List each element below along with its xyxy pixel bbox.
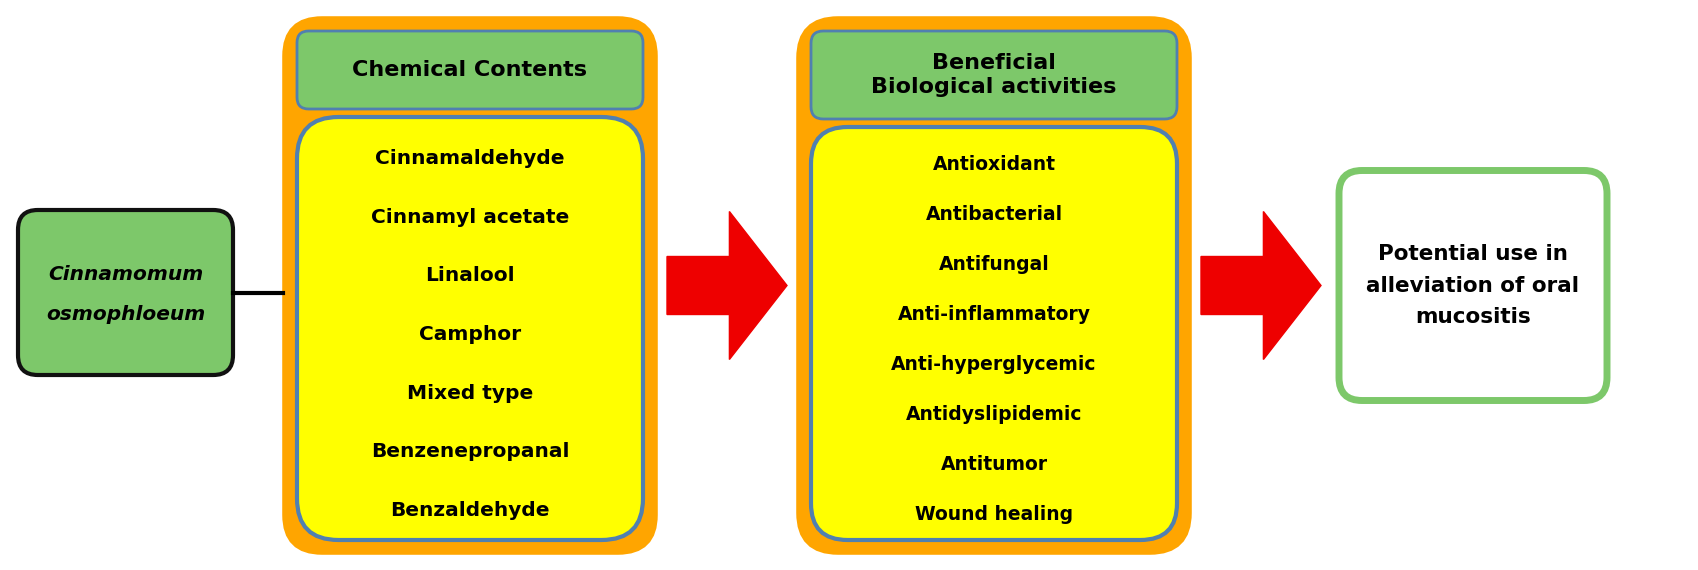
Text: Benzenepropanal: Benzenepropanal <box>370 442 569 462</box>
FancyBboxPatch shape <box>297 117 642 540</box>
FancyBboxPatch shape <box>798 19 1189 552</box>
Text: Cinnamomum: Cinnamomum <box>48 265 204 284</box>
Text: Antitumor: Antitumor <box>941 455 1048 474</box>
FancyBboxPatch shape <box>297 31 642 109</box>
FancyBboxPatch shape <box>1338 170 1606 401</box>
Polygon shape <box>667 211 786 360</box>
Text: Linalool: Linalool <box>424 266 514 286</box>
Text: Potential use in
alleviation of oral
mucositis: Potential use in alleviation of oral muc… <box>1365 245 1579 327</box>
FancyBboxPatch shape <box>810 31 1177 119</box>
Text: Benzaldehyde: Benzaldehyde <box>391 501 550 520</box>
Text: Anti-inflammatory: Anti-inflammatory <box>897 305 1090 324</box>
Text: Antifungal: Antifungal <box>937 255 1049 274</box>
Text: Wound healing: Wound healing <box>915 506 1073 524</box>
Text: Cinnamaldehyde: Cinnamaldehyde <box>375 149 564 168</box>
Text: Anti-hyperglycemic: Anti-hyperglycemic <box>891 355 1097 374</box>
FancyBboxPatch shape <box>810 127 1177 540</box>
Text: Antibacterial: Antibacterial <box>925 205 1061 223</box>
Text: osmophloeum: osmophloeum <box>46 305 205 324</box>
Text: Beneficial
Biological activities: Beneficial Biological activities <box>871 53 1116 97</box>
Text: Antidyslipidemic: Antidyslipidemic <box>905 405 1082 424</box>
Text: Chemical Contents: Chemical Contents <box>351 60 588 80</box>
FancyBboxPatch shape <box>285 19 655 552</box>
Text: Antioxidant: Antioxidant <box>932 154 1054 173</box>
Text: Cinnamyl acetate: Cinnamyl acetate <box>370 207 569 226</box>
Text: Mixed type: Mixed type <box>406 384 533 403</box>
FancyBboxPatch shape <box>19 210 233 375</box>
Polygon shape <box>1200 211 1321 360</box>
Text: Camphor: Camphor <box>419 325 521 344</box>
